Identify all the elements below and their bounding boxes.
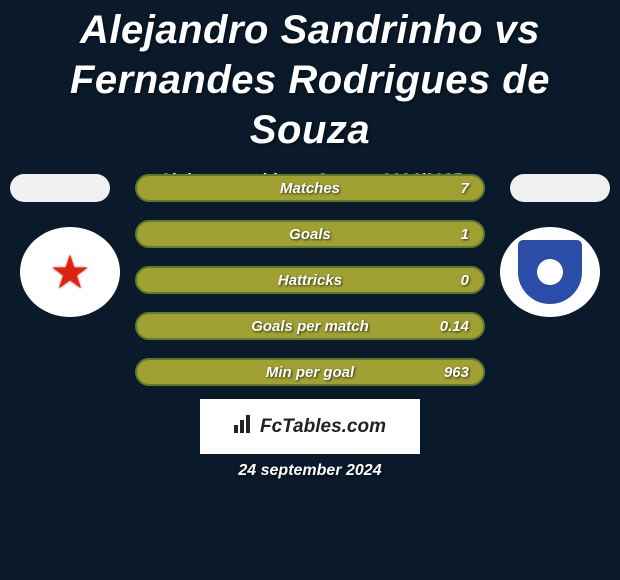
stat-row: Matches 7: [135, 174, 485, 202]
page-title: Alejandro Sandrinho vs Fernandes Rodrigu…: [0, 0, 620, 155]
club-badge-right: [500, 227, 600, 317]
shield-icon: [515, 237, 585, 307]
stats-list: Matches 7 Goals 1 Hattricks 0 Goals per …: [135, 174, 485, 386]
stat-value: 1: [461, 226, 469, 243]
stat-row: Hattricks 0: [135, 266, 485, 294]
stat-row: Goals per match 0.14: [135, 312, 485, 340]
star-icon: ★: [49, 249, 90, 295]
stat-label: Min per goal: [266, 364, 354, 381]
club-badge-left: ★: [20, 227, 120, 317]
stat-row: Min per goal 963: [135, 358, 485, 386]
stat-label: Hattricks: [278, 272, 342, 289]
stat-label: Goals per match: [251, 318, 369, 335]
stat-label: Matches: [280, 180, 340, 197]
stat-value: 0.14: [440, 318, 469, 335]
brand-logo: FcTables.com: [200, 399, 420, 454]
stat-value: 7: [461, 180, 469, 197]
stat-label: Goals: [289, 226, 331, 243]
bar-chart-icon: [234, 415, 254, 438]
stat-value: 0: [461, 272, 469, 289]
country-flag-left: [10, 174, 110, 202]
ball-icon: [537, 259, 563, 285]
stat-value: 963: [444, 364, 469, 381]
stat-row: Goals 1: [135, 220, 485, 248]
country-flag-right: [510, 174, 610, 202]
brand-text: FcTables.com: [260, 416, 386, 438]
date-text: 24 september 2024: [0, 462, 620, 480]
